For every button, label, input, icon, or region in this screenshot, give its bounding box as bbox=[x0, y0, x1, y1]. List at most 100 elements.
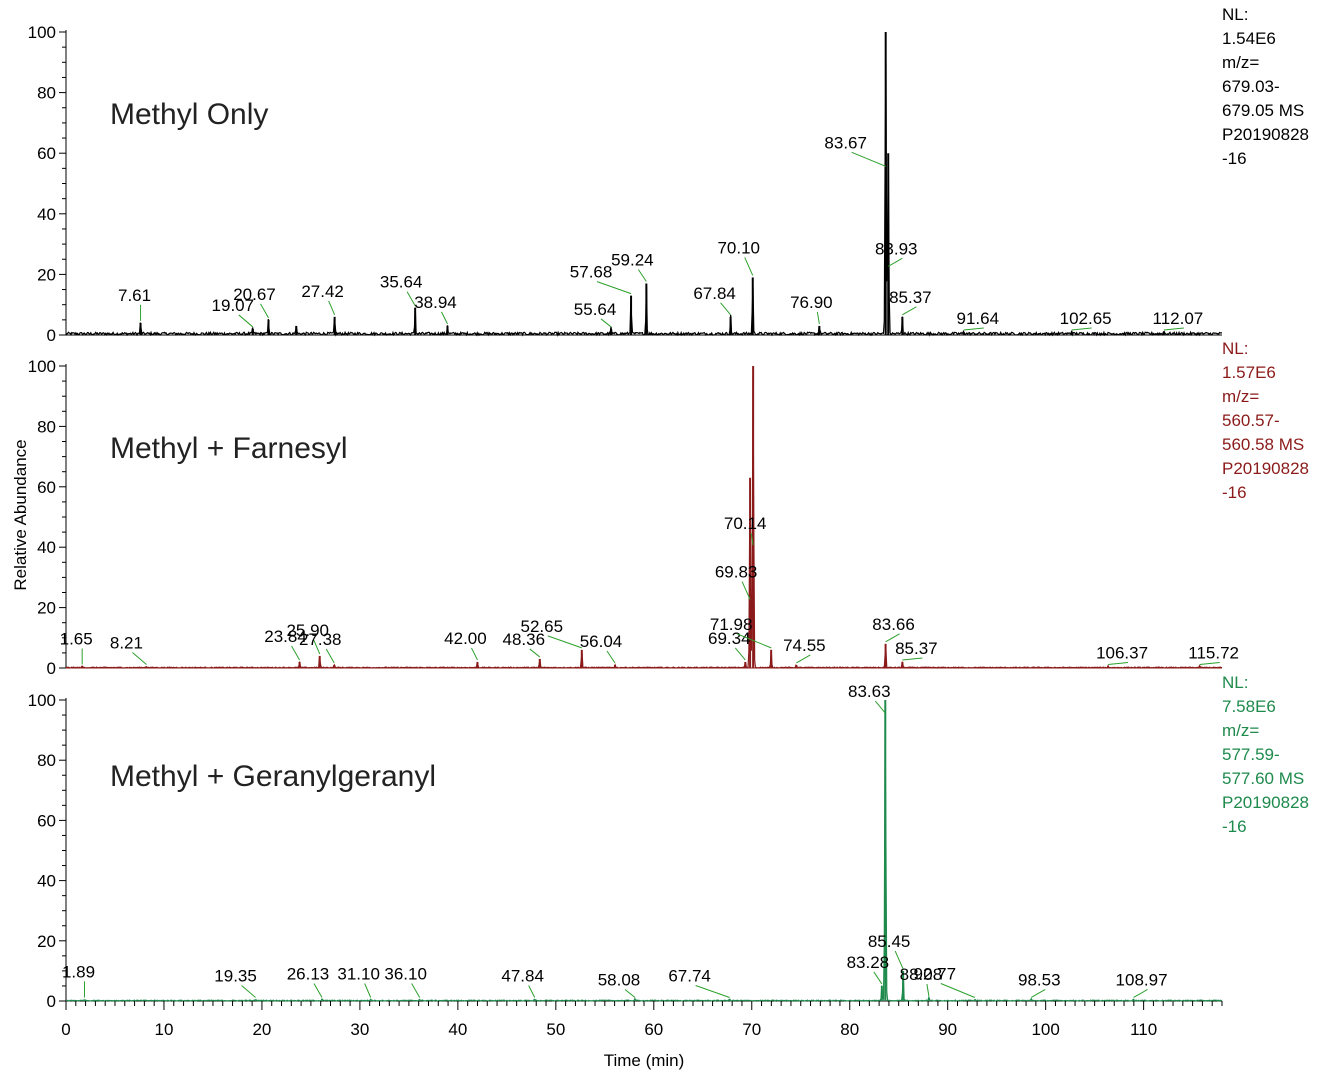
peak-label-0-3: 27.42 bbox=[301, 282, 344, 301]
peak-label-2-9: 83.63 bbox=[848, 682, 891, 701]
x-tick-label-80: 80 bbox=[840, 1020, 859, 1039]
peak-label-0-13: 83.93 bbox=[875, 239, 918, 258]
label-leader-0-7 bbox=[596, 281, 632, 295]
label-leader-1-3 bbox=[313, 639, 321, 655]
peak-label-0-9: 67.84 bbox=[693, 284, 736, 303]
nl-info-1-0: NL: bbox=[1222, 339, 1248, 358]
nl-info-1-5: P20190828 bbox=[1222, 459, 1309, 478]
label-leader-0-6 bbox=[600, 318, 612, 328]
label-leader-1-12 bbox=[736, 633, 772, 649]
peak-label-1-3: 25.90 bbox=[286, 621, 329, 640]
y-tick-label-2-40: 40 bbox=[37, 872, 56, 891]
x-tick-label-40: 40 bbox=[448, 1020, 467, 1039]
peak-label-0-7: 57.68 bbox=[570, 263, 613, 282]
label-leader-1-8 bbox=[606, 650, 616, 664]
label-leader-2-8 bbox=[873, 971, 883, 985]
y-tick-label-0-0: 0 bbox=[47, 326, 56, 345]
label-leader-0-13 bbox=[887, 257, 903, 267]
y-tick-label-1-20: 20 bbox=[37, 599, 56, 618]
label-leader-1-7 bbox=[547, 635, 582, 649]
trace-1 bbox=[65, 375, 1223, 669]
nl-info-2-0: NL: bbox=[1222, 673, 1248, 692]
peak-label-1-6: 48.36 bbox=[502, 630, 545, 649]
peak-label-2-11: 88.08 bbox=[900, 965, 943, 984]
peak-label-0-5: 38.94 bbox=[414, 293, 457, 312]
peak-label-0-4: 35.64 bbox=[380, 273, 423, 292]
x-tick-label-50: 50 bbox=[546, 1020, 565, 1039]
label-leader-0-5 bbox=[441, 311, 448, 325]
y-tick-label-0-20: 20 bbox=[37, 265, 56, 284]
nl-info-2-4: 577.60 MS bbox=[1222, 769, 1304, 788]
peak-label-2-14: 108.97 bbox=[1116, 970, 1168, 989]
y-tick-label-2-60: 60 bbox=[37, 811, 56, 830]
label-leader-1-5 bbox=[471, 647, 478, 661]
peak-label-0-12: 83.67 bbox=[824, 133, 867, 152]
x-tick-label-110: 110 bbox=[1130, 1020, 1157, 1039]
nl-info-0-6: -16 bbox=[1222, 149, 1247, 168]
x-tick-label-30: 30 bbox=[350, 1020, 369, 1039]
peak-label-1-8: 56.04 bbox=[580, 632, 623, 651]
nl-info-1-1: 1.57E6 bbox=[1222, 363, 1276, 382]
nl-info-0-3: 679.03- bbox=[1222, 77, 1280, 96]
peak-label-1-7: 52.65 bbox=[521, 617, 564, 636]
label-leader-2-10 bbox=[894, 950, 904, 970]
label-leader-0-15 bbox=[963, 327, 984, 331]
peak-label-1-15: 85.37 bbox=[895, 639, 938, 658]
label-leader-2-13 bbox=[1031, 989, 1046, 998]
peak-label-0-8: 59.24 bbox=[611, 250, 654, 269]
peak-label-1-0: 1.65 bbox=[60, 629, 93, 648]
label-leader-2-3 bbox=[364, 983, 372, 998]
label-leader-0-12 bbox=[851, 151, 886, 167]
label-leader-0-11 bbox=[816, 311, 820, 324]
peak-label-2-10: 85.45 bbox=[868, 932, 911, 951]
y-tick-label-2-100: 100 bbox=[28, 691, 56, 710]
nl-info-0-0: NL: bbox=[1222, 5, 1248, 24]
peak-label-2-7: 67.74 bbox=[668, 966, 711, 985]
nl-info-1-6: -16 bbox=[1222, 483, 1247, 502]
peak-label-0-17: 112.07 bbox=[1153, 309, 1204, 328]
label-leader-2-12 bbox=[940, 983, 976, 998]
nl-info-1-4: 560.58 MS bbox=[1222, 435, 1304, 454]
peak-label-1-2: 23.84 bbox=[264, 627, 307, 646]
label-leader-2-9 bbox=[874, 700, 886, 714]
label-leader-1-15 bbox=[902, 657, 923, 661]
panel-title-1: Methyl + Farnesyl bbox=[110, 432, 348, 465]
label-leader-1-16 bbox=[1108, 661, 1129, 665]
trace-0 bbox=[65, 61, 1223, 337]
nl-info-2-3: 577.59- bbox=[1222, 745, 1280, 764]
peak-label-1-14: 83.66 bbox=[872, 615, 915, 634]
peak-label-1-11: 70.14 bbox=[724, 514, 767, 533]
label-leader-0-14 bbox=[902, 306, 917, 316]
label-leader-1-2 bbox=[291, 645, 300, 661]
y-tick-label-1-0: 0 bbox=[47, 659, 56, 678]
label-leader-2-11 bbox=[926, 983, 930, 997]
peak-label-0-2: 20.67 bbox=[233, 285, 276, 304]
y-tick-label-2-80: 80 bbox=[37, 751, 56, 770]
peak-label-2-6: 58.08 bbox=[598, 970, 641, 989]
nl-info-1-2: m/z= bbox=[1222, 387, 1259, 406]
peak-label-1-16: 106.37 bbox=[1096, 643, 1148, 662]
label-leader-1-14 bbox=[885, 633, 900, 643]
label-leader-2-14 bbox=[1133, 989, 1148, 998]
label-leader-2-7 bbox=[695, 985, 730, 998]
label-leader-1-6 bbox=[529, 648, 541, 658]
peak-label-2-4: 36.10 bbox=[384, 964, 427, 983]
nl-info-0-5: P20190828 bbox=[1222, 125, 1309, 144]
label-leader-1-9 bbox=[734, 647, 746, 661]
peak-label-0-1: 19.07 bbox=[212, 296, 255, 315]
y-tick-label-1-80: 80 bbox=[37, 417, 56, 436]
x-tick-label-0: 0 bbox=[61, 1020, 70, 1039]
x-tick-label-100: 100 bbox=[1031, 1020, 1059, 1039]
label-leader-1-17 bbox=[1199, 661, 1220, 665]
y-tick-label-2-0: 0 bbox=[47, 992, 56, 1011]
label-leader-1-13 bbox=[796, 654, 811, 664]
label-leader-2-6 bbox=[624, 989, 636, 998]
peak-label-2-3: 31.10 bbox=[337, 964, 380, 983]
peak-label-2-13: 98.53 bbox=[1018, 970, 1061, 989]
nl-info-0-4: 679.05 MS bbox=[1222, 101, 1304, 120]
label-leader-1-11 bbox=[750, 533, 754, 546]
nl-info-2-1: 7.58E6 bbox=[1222, 697, 1276, 716]
peak-label-0-6: 55.64 bbox=[574, 300, 617, 319]
label-leader-2-5 bbox=[528, 985, 536, 998]
